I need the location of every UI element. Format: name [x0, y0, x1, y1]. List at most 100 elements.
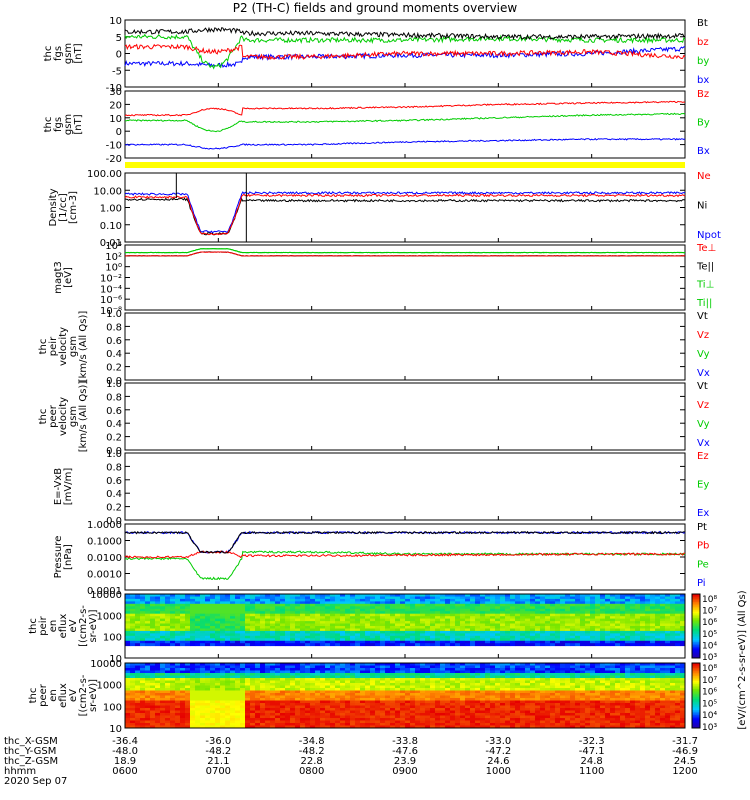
spectrogram-cell-electron	[205, 670, 211, 674]
spectrogram-cell-electron	[470, 720, 476, 724]
spectrogram-cell-ion	[475, 628, 481, 632]
spectrogram-cell-ion	[205, 630, 211, 634]
spectrogram-cell-electron	[365, 670, 371, 674]
spectrogram-cell-ion	[195, 630, 201, 634]
spectrogram-cell-ion	[295, 638, 301, 642]
spectrogram-cell-electron	[160, 693, 166, 696]
spectrogram-cell-ion	[655, 598, 661, 602]
spectrogram-cell-electron	[155, 665, 161, 669]
spectrogram-cell-ion	[275, 611, 281, 615]
spectrogram-cell-electron	[305, 688, 311, 691]
spectrogram-cell-electron	[395, 713, 401, 716]
legend-peer-velocity: Vy	[697, 419, 710, 430]
spectrogram-cell-electron	[135, 675, 141, 679]
spectrogram-cell-ion	[350, 623, 356, 627]
spectrogram-cell-ion	[585, 594, 591, 597]
spectrogram-cell-electron	[275, 685, 281, 689]
spectrogram-cell-electron	[350, 715, 356, 719]
spectrogram-cell-ion	[290, 601, 296, 605]
spectrogram-cell-electron	[440, 710, 446, 714]
spectrogram-cell-electron	[410, 700, 416, 704]
spectrogram-cell-ion	[605, 601, 611, 605]
spectrogram-cell-ion	[515, 628, 521, 632]
spectrogram-cell-ion	[540, 618, 546, 622]
spectrogram-cell-electron	[565, 675, 571, 679]
spectrogram-cell-ion	[415, 630, 421, 634]
spectrogram-cell-electron	[520, 688, 526, 691]
spectrogram-cell-ion	[405, 626, 411, 629]
spectrogram-cell-electron	[210, 718, 216, 721]
spectrogram-cell-ion	[445, 606, 451, 610]
spectrogram-cell-electron	[515, 695, 521, 699]
spectrogram-cell-ion	[135, 598, 141, 602]
spectrogram-cell-electron	[300, 673, 306, 676]
spectrogram-cell-electron	[565, 678, 571, 681]
spectrogram-cell-electron	[250, 683, 256, 686]
spectrogram-cell-ion	[320, 603, 326, 607]
spectrogram-cell-ion	[455, 618, 461, 622]
spectrogram-cell-electron	[465, 693, 471, 696]
spectrogram-cell-electron	[515, 705, 521, 709]
spectrogram-cell-electron	[260, 703, 266, 706]
spectrogram-cell-electron	[445, 673, 451, 676]
spectrogram-cell-electron	[450, 683, 456, 686]
spectrogram-cell-ion	[125, 596, 131, 600]
spectrogram-cell-electron	[385, 695, 391, 699]
spectrogram-cell-electron	[325, 705, 331, 709]
spectrogram-cell-electron	[250, 663, 256, 666]
spectrogram-cell-electron	[180, 675, 186, 679]
spectrogram-cell-ion	[630, 623, 636, 627]
spectrogram-cell-ion	[405, 613, 411, 617]
spectrogram-cell-ion	[470, 594, 476, 597]
spectrogram-cell-electron	[170, 698, 176, 701]
spectrogram-cell-electron	[365, 683, 371, 686]
spectrogram-cell-electron	[225, 665, 231, 669]
spectrogram-cell-ion	[150, 630, 156, 634]
spectrogram-cell-ion	[250, 611, 256, 615]
spectrogram-cell-electron	[330, 723, 336, 726]
spectrogram-cell-electron	[380, 713, 386, 716]
spectrogram-cell-electron	[450, 720, 456, 724]
spectrogram-cell-electron	[130, 693, 136, 696]
spectrogram-cell-ion	[295, 630, 301, 634]
spectrogram-cell-ion	[235, 613, 241, 617]
spectrogram-cell-ion	[545, 596, 551, 600]
spectrogram-cell-ion	[170, 633, 176, 637]
spectrogram-cell-ion	[355, 606, 361, 610]
spectrogram-cell-electron	[460, 685, 466, 689]
spectrogram-cell-electron	[525, 695, 531, 699]
spectrogram-cell-electron	[565, 715, 571, 719]
spectrogram-cell-electron	[375, 720, 381, 724]
spectrogram-cell-ion	[655, 606, 661, 610]
spectrogram-cell-electron	[190, 670, 196, 674]
spectrogram-cell-electron	[535, 720, 541, 724]
ytick-label-pressure: 0.0001	[87, 586, 122, 597]
spectrogram-cell-ion	[670, 616, 676, 620]
spectrogram-cell-electron	[265, 680, 271, 684]
spectrogram-cell-ion	[665, 594, 671, 597]
spectrogram-cell-electron	[180, 670, 186, 674]
spectrogram-cell-electron	[265, 673, 271, 676]
spectrogram-cell-electron	[210, 680, 216, 684]
ytick-label-fgs-gsm: 5	[116, 33, 122, 44]
ylabel-fgs-gsm-ground: fgs	[53, 117, 64, 132]
spectrogram-cell-electron	[450, 673, 456, 676]
spectrogram-cell-electron	[145, 678, 151, 681]
spectrogram-cell-ion	[495, 611, 501, 615]
spectrogram-cell-electron	[545, 705, 551, 709]
spectrogram-cell-electron	[330, 698, 336, 701]
spectrogram-cell-electron	[495, 715, 501, 719]
spectrogram-cell-ion	[225, 616, 231, 620]
spectrogram-cell-ion	[515, 603, 521, 607]
spectrogram-cell-electron	[415, 668, 421, 671]
spectrogram-cell-ion	[630, 598, 636, 602]
spectrogram-cell-ion	[525, 594, 531, 597]
spectrogram-cell-electron	[235, 688, 241, 691]
ytick-label-peer-velocity: 0.8	[106, 392, 122, 403]
spectrogram-cell-ion	[415, 638, 421, 642]
spectrogram-cell-ion	[460, 606, 466, 610]
spectrogram-cell-ion	[555, 635, 561, 639]
spectrogram-cell-ion	[200, 603, 206, 607]
spectrogram-cell-electron	[535, 700, 541, 704]
spectrogram-cell-ion	[175, 606, 181, 610]
